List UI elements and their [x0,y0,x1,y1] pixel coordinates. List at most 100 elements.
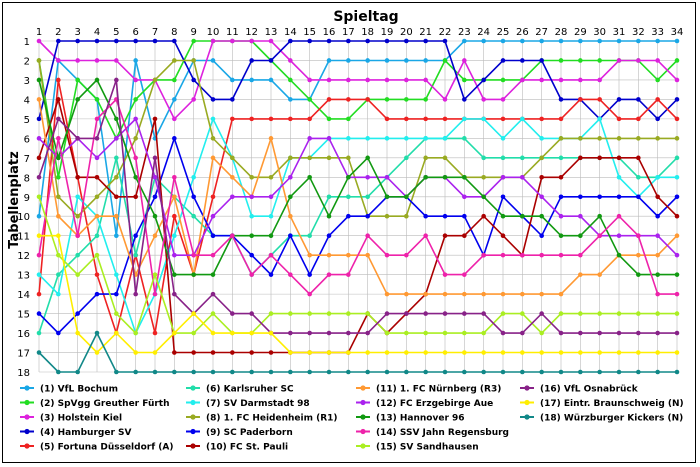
series-line [38,79,677,334]
data-point [114,330,119,336]
data-point [423,311,428,316]
x-tick-label: 3 [74,27,80,38]
data-point [56,369,61,375]
data-point [578,58,583,63]
data-point [655,194,660,200]
data-point [520,116,525,122]
data-point [462,38,467,44]
data-point [636,369,641,375]
data-point [114,194,119,200]
data-point [462,291,467,297]
legend-entry: (14) SSV Jahn Regensburg [356,428,509,438]
legend-swatch-dot [524,414,530,420]
data-point [404,97,409,102]
legend-swatch-dot [360,399,366,406]
data-point [520,330,525,336]
data-point [384,38,390,44]
legend-swatch-dot [24,443,30,449]
data-point [346,174,351,180]
y-tick-label: 14 [17,290,30,301]
y-tick-label: 11 [17,232,30,243]
data-point [578,369,583,375]
series-line [38,59,677,218]
data-point [404,77,409,83]
x-tick-label: 6 [132,27,138,38]
data-point [75,311,80,316]
data-point [56,77,61,83]
data-point [307,77,312,83]
data-point [288,272,293,277]
data-point [442,213,448,219]
data-point [578,272,583,277]
data-point [191,213,196,219]
data-point [404,350,409,355]
data-point [365,58,370,63]
data-point [307,155,312,161]
data-point [346,194,351,200]
data-point [114,116,119,122]
data-point [56,97,61,102]
data-point [210,330,216,336]
data-point [152,116,158,122]
legend-entry: (9) SC Paderborn [186,428,293,438]
series-line [38,40,678,121]
data-point [36,233,42,239]
data-point [500,194,506,200]
y-tick-label: 18 [17,368,30,379]
data-point [230,311,235,316]
data-point [674,252,680,258]
data-point [172,369,177,375]
data-point [249,233,254,239]
data-point [481,77,486,83]
data-point [597,77,602,83]
data-point [210,252,216,258]
data-point [230,194,235,200]
data-point [597,116,602,122]
series-15 [36,194,680,336]
data-point [346,38,351,44]
data-point [172,97,177,102]
data-point [94,77,100,83]
data-point [133,194,138,200]
legend-swatch-dot [524,399,530,406]
x-tick-label: 29 [574,27,587,38]
data-point [616,97,622,102]
data-point [56,252,61,258]
data-point [172,38,177,44]
data-point [636,252,641,258]
data-point [210,213,216,219]
data-point [114,77,119,83]
data-point [481,194,486,200]
data-point [172,194,177,200]
data-point [520,291,525,297]
legend-swatch-dot [360,385,366,391]
data-point [404,136,409,141]
data-point [655,58,660,63]
data-point [326,330,332,336]
data-point [674,174,680,180]
data-point [172,58,177,63]
data-point [539,291,544,297]
data-point [500,116,506,122]
data-point [172,233,177,239]
legend-swatch-dot [24,385,30,391]
data-point [230,350,235,355]
chart-title: Spieltag [333,9,398,25]
legend-swatch-dot [524,385,530,391]
data-point [539,38,544,44]
data-point [365,97,370,102]
data-point [500,330,506,336]
data-point [346,369,351,375]
data-point [326,311,332,316]
x-tick-label: 10 [207,27,220,38]
legend-label: (10) FC St. Pauli [206,443,288,453]
data-point [481,38,486,44]
legend-label: (8) 1. FC Heidenheim (R1) [206,414,338,424]
data-point [288,174,293,180]
data-point [75,213,80,219]
data-point [346,116,351,122]
data-point [210,369,216,375]
y-tick-label: 2 [24,56,30,67]
data-point [346,136,351,141]
